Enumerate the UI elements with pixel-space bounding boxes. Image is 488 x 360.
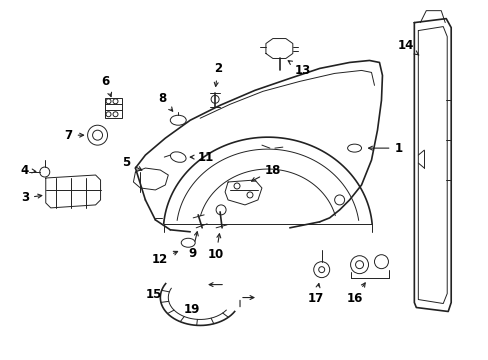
Text: 6: 6 (101, 75, 111, 96)
Text: 13: 13 (287, 61, 310, 77)
Text: 1: 1 (368, 141, 402, 155)
Text: 17: 17 (307, 284, 323, 305)
Text: 10: 10 (207, 234, 224, 261)
Text: 16: 16 (346, 283, 365, 305)
Text: 3: 3 (21, 192, 41, 204)
Text: 19: 19 (183, 303, 200, 316)
Text: 12: 12 (152, 251, 177, 266)
Text: 18: 18 (251, 163, 281, 181)
Text: 9: 9 (188, 232, 198, 260)
Text: 5: 5 (122, 156, 142, 170)
Text: 14: 14 (397, 39, 418, 55)
Text: 2: 2 (214, 62, 222, 86)
Bar (104, 98, 122, 118)
Text: 7: 7 (64, 129, 83, 142)
Text: 8: 8 (158, 92, 172, 111)
Text: 11: 11 (190, 150, 214, 163)
Text: 4: 4 (21, 163, 36, 176)
Text: 15: 15 (145, 288, 162, 301)
